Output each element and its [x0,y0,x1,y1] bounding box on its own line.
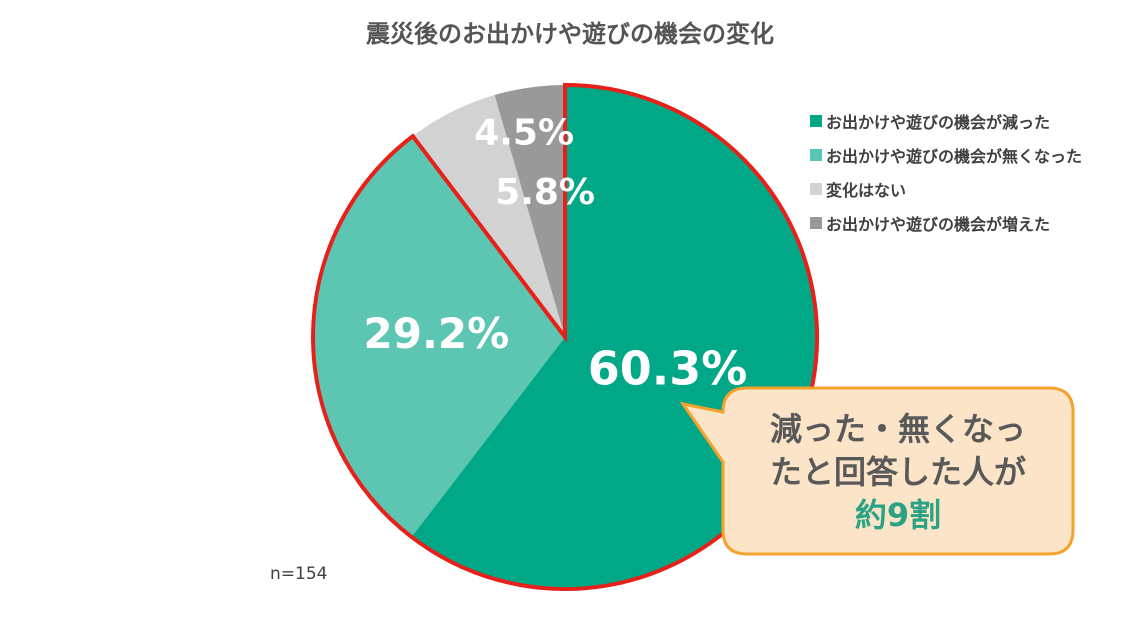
legend-swatch [810,115,822,127]
legend-label: お出かけや遊びの機会が減った [826,113,1051,132]
pie-value-label: 5.8% [495,172,595,213]
chart-legend: お出かけや遊びの機会が減った お出かけや遊びの機会が無くなった 変化はない お出… [810,104,1082,240]
legend-item: お出かけや遊びの機会が増えた [810,206,1082,240]
legend-swatch [810,149,822,161]
legend-label: お出かけや遊びの機会が増えた [826,215,1051,234]
legend-label: 変化はない [826,181,907,200]
chart-title: 震災後のお出かけや遊びの機会の変化 [366,20,774,48]
callout-line: 減った・無くなっ [769,410,1026,448]
legend-item: お出かけや遊びの機会が減った [810,104,1082,138]
legend-swatch [810,217,822,229]
legend-swatch [810,183,822,195]
pie-slice-2 [412,95,565,337]
callout-emphasis: 約9割 [854,496,942,534]
legend-label: お出かけや遊びの機会が無くなった [826,147,1083,166]
sample-size-note: n=154 [270,564,328,584]
callout-bubble [679,386,1075,556]
legend-item: 変化はない [810,172,1082,206]
pie-slice-1 [313,136,565,537]
legend-item: お出かけや遊びの機会が無くなった [810,138,1082,172]
pie-slice-0 [411,85,817,589]
highlight-outline [311,82,819,591]
pie-value-label: 60.3% [588,341,748,395]
pie-slice-3 [494,85,565,337]
pie-value-label: 29.2% [364,309,510,358]
callout-line: たと回答した人が [769,453,1026,491]
pie-value-label: 4.5% [474,112,574,153]
callout-text: 減った・無くなっ たと回答した人が 約9割 [728,408,1068,537]
